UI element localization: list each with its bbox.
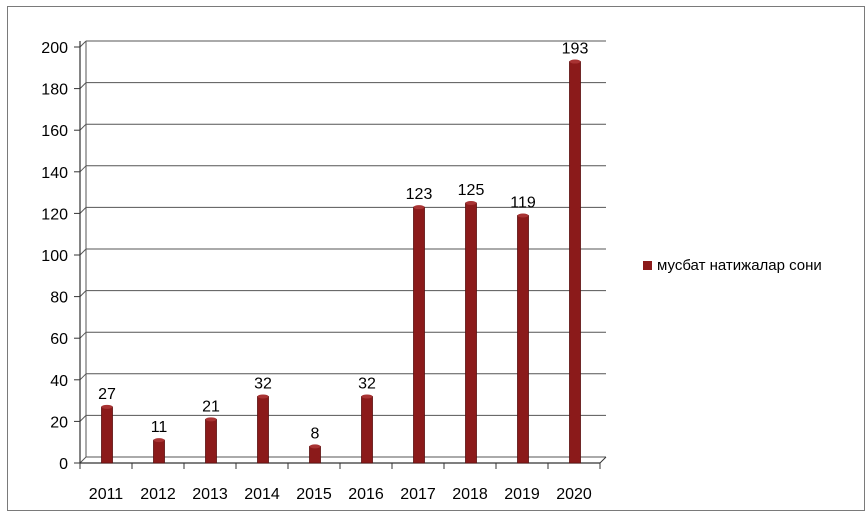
x-tick-label: 2012: [140, 486, 176, 503]
bar-top: [257, 394, 269, 399]
gridline-slant: [79, 373, 87, 381]
bar-top: [413, 205, 425, 210]
gridline-slant: [79, 40, 87, 48]
chart-frame: [7, 6, 865, 511]
legend-swatch: [643, 261, 652, 270]
bar: [361, 396, 373, 464]
x-tick-label: 2016: [348, 486, 384, 503]
bar-top: [569, 59, 581, 64]
data-label: 32: [358, 375, 376, 392]
y-tick-label: 180: [41, 82, 68, 99]
y-tick-label: 100: [41, 248, 68, 265]
data-label: 27: [98, 386, 116, 403]
bar-top: [465, 201, 477, 205]
y-tick-label: 0: [59, 456, 68, 473]
bar: [569, 61, 581, 464]
data-label: 32: [254, 375, 272, 392]
y-tick-label: 80: [50, 290, 68, 307]
y-tick-label: 160: [41, 123, 68, 140]
bar: [517, 215, 529, 464]
axes: 0 20 40 60 80 100 120 140 160 180 200 2011 2012 2013 2…: [41, 40, 607, 503]
x-tick-label: 2018: [452, 486, 488, 503]
y-tick-label: 200: [41, 40, 68, 57]
y-tick-label: 140: [41, 165, 68, 182]
bar-top: [205, 417, 217, 422]
data-label: 125: [458, 182, 485, 199]
gridline-slant: [79, 82, 87, 89]
bar-top: [517, 213, 529, 218]
gridline-slant: [79, 248, 87, 256]
bar: [413, 206, 425, 464]
gridline-slant: [79, 331, 87, 339]
y-tick-label: 120: [41, 206, 68, 223]
x-tick-label: 2017: [400, 486, 436, 503]
data-label: 119: [510, 194, 536, 211]
data-label: 8: [311, 425, 320, 442]
y-tick-label: 60: [50, 331, 68, 348]
gridline-slant: [79, 290, 87, 297]
x-tick-label: 2019: [504, 486, 540, 503]
bar: [205, 418, 217, 464]
bar: [101, 406, 113, 464]
bar: [309, 445, 321, 464]
bars: [101, 59, 581, 464]
data-label: 123: [406, 186, 433, 203]
bar-top: [101, 404, 113, 409]
bar-top: [309, 444, 321, 449]
legend-label: мусбат натижалар сони: [657, 257, 822, 274]
x-axis-depth: [599, 456, 607, 464]
gridline-slant: [79, 123, 87, 131]
data-labels: 27 11 21 32 8 32 123 125 119 193: [98, 41, 588, 443]
bar: [465, 202, 477, 464]
gridline-slant: [79, 165, 87, 173]
y-tick-label: 20: [50, 414, 68, 431]
gridline-slant: [79, 456, 87, 464]
bar-top: [361, 394, 373, 399]
x-tick-label: 2013: [192, 486, 228, 503]
x-tick-label: 2020: [556, 486, 592, 503]
bar: [257, 396, 269, 464]
gridline-slant: [79, 207, 87, 214]
x-tick-label: 2015: [296, 486, 332, 503]
y-tick-label: 40: [50, 373, 68, 390]
data-label: 193: [562, 41, 589, 58]
data-label: 21: [202, 398, 220, 415]
x-tick-label: 2011: [89, 486, 124, 503]
gridline-slant: [79, 415, 87, 422]
bar-top: [153, 438, 165, 443]
legend: мусбат натижалар сони: [643, 257, 822, 274]
data-label: 11: [151, 419, 168, 436]
bar: [153, 439, 165, 464]
x-tick-label: 2014: [244, 486, 280, 503]
